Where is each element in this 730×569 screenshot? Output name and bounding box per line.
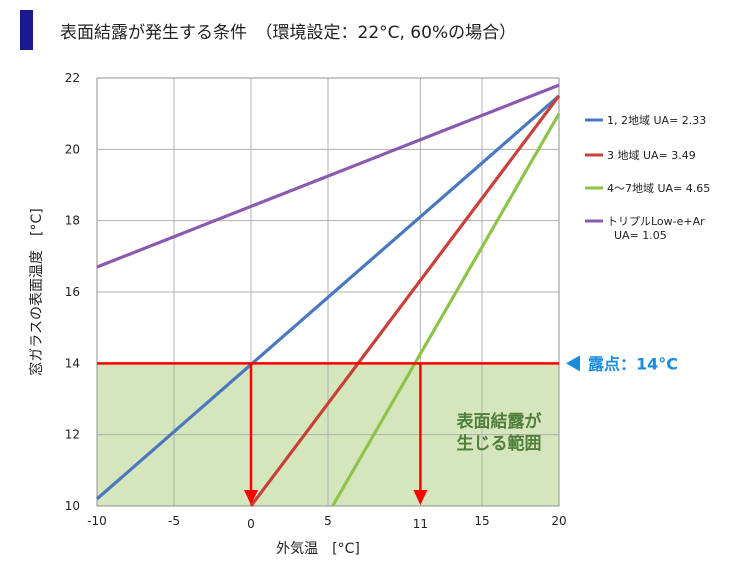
region-label-line2: 生じる範囲 [457, 433, 542, 454]
x-tick-label: 11 [413, 517, 428, 531]
x-tick-label: -10 [87, 514, 107, 528]
region-label-line1: 表面結露が [457, 411, 542, 432]
y-tick-label: 20 [65, 142, 80, 156]
arrow-head [244, 490, 258, 505]
y-tick-labels: 10 12 14 16 18 20 22 [65, 71, 80, 513]
dew-point-label: 露点：14°C [588, 354, 678, 373]
x-axis-label: 外気温 [°C] [276, 541, 360, 557]
series-line-3 [331, 112, 561, 507]
y-tick-label: 12 [65, 428, 80, 442]
series-lines [95, 83, 561, 507]
y-tick-label: 22 [65, 71, 80, 85]
x-tick-label: 5 [324, 514, 332, 528]
legend-label: トリプルLow-e+Ar [607, 215, 705, 228]
y-tick-label: 10 [65, 499, 80, 513]
chart-title: 表面結露が発生する条件 （環境設定：22°C, 60%の場合） [60, 23, 517, 43]
series-line-4 [96, 83, 560, 269]
legend: 1, 2地域 UA= 2.33 3 地域 UA= 3.49 4〜7地域 UA= 4.… [585, 114, 710, 242]
y-tick-label: 18 [65, 214, 80, 228]
arrow-head [413, 490, 428, 505]
plot-frame [96, 77, 560, 507]
legend-label: 3 地域 UA= 3.49 [607, 149, 696, 162]
y-tick-label: 14 [65, 356, 80, 370]
x-tick-label: -5 [168, 514, 180, 528]
legend-label-line2: UA= 1.05 [614, 229, 667, 242]
y-tick-label: 16 [65, 285, 80, 299]
dew-point-marker [566, 355, 580, 372]
y-axis-label: 窓ガラスの表面温度 [°C] [28, 208, 45, 375]
series-line-1 [95, 94, 561, 501]
legend-label: 4〜7地域 UA= 4.65 [607, 182, 710, 195]
x-tick-label: 0 [247, 517, 255, 531]
series-line-2 [249, 94, 561, 507]
legend-label: 1, 2地域 UA= 2.33 [607, 114, 706, 127]
x-tick-labels: -10 -5 0 5 11 15 20 [87, 514, 566, 531]
arrows [244, 363, 428, 505]
x-tick-label: 15 [474, 514, 489, 528]
title-accent-bar [20, 10, 33, 50]
x-tick-label: 20 [551, 514, 566, 528]
